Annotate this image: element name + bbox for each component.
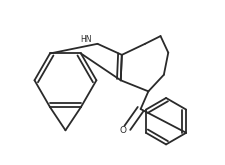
Text: HN: HN <box>80 35 92 44</box>
Text: O: O <box>119 126 126 134</box>
